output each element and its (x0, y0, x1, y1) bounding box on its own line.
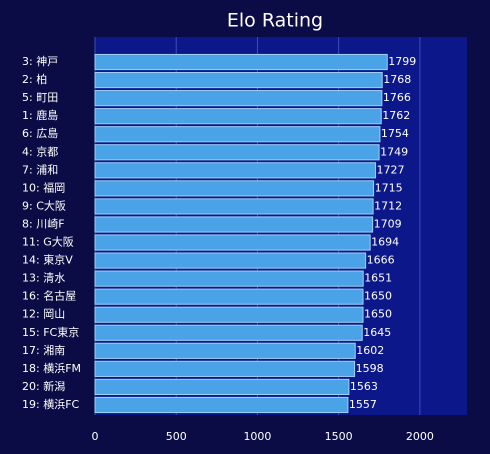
bar (94, 306, 364, 323)
bar (94, 216, 374, 233)
bar (94, 324, 363, 341)
bar (94, 162, 377, 179)
value-label: 1727 (377, 163, 405, 176)
bar (94, 396, 349, 414)
bar (94, 342, 356, 359)
y-tick-label: 2: 柏 (22, 72, 47, 86)
value-label: 1650 (364, 308, 392, 321)
bar (94, 198, 374, 215)
chart-title: Elo Rating (227, 10, 323, 32)
bar (94, 378, 350, 396)
bar (94, 234, 371, 251)
bar (94, 180, 375, 197)
y-tick-label: 16: 名古屋 (22, 289, 76, 303)
value-label: 1563 (350, 380, 378, 393)
x-tick-label: 1000 (243, 430, 271, 443)
x-tick-label: 0 (92, 430, 99, 443)
y-tick-label: 1: 鹿島 (22, 108, 58, 122)
value-label: 1754 (381, 127, 409, 140)
y-tick-label: 8: 川崎F (22, 216, 65, 230)
value-label: 1709 (374, 217, 402, 230)
y-tick-label: 14: 東京V (22, 253, 73, 267)
y-tick-label: 10: 福岡 (22, 180, 65, 194)
bar (94, 144, 380, 161)
y-tick-label: 3: 神戸 (22, 54, 58, 68)
value-label: 1557 (349, 398, 377, 411)
y-tick-label: 15: FC東京 (22, 325, 79, 339)
value-label: 1598 (356, 362, 384, 375)
y-tick-label: 17: 湘南 (22, 343, 65, 357)
value-label: 1602 (356, 344, 384, 357)
value-label: 1712 (374, 199, 402, 212)
value-label: 1766 (383, 91, 411, 104)
y-tick-label: 6: 広島 (22, 126, 58, 140)
y-tick-label: 20: 新潟 (22, 379, 65, 393)
bar (94, 270, 364, 287)
value-label: 1645 (363, 326, 391, 339)
value-label: 1694 (371, 236, 399, 249)
bar (94, 53, 388, 71)
y-tick-label: 12: 岡山 (22, 308, 65, 321)
value-label: 1650 (364, 290, 392, 303)
x-tick-label: 500 (166, 430, 187, 443)
value-label: 1715 (375, 181, 403, 194)
bar (94, 108, 382, 125)
x-tick-label: 2000 (406, 430, 434, 443)
y-tick-label: 19: 横浜FC (22, 397, 80, 411)
y-tick-label: 7: 浦和 (22, 163, 58, 176)
bar (94, 90, 383, 107)
bar (94, 252, 367, 269)
y-tick-label: 4: 京都 (22, 144, 58, 158)
value-label: 1799 (388, 55, 416, 68)
y-tick-label: 13: 清水 (22, 272, 65, 285)
bar (94, 288, 364, 305)
bar (94, 360, 356, 377)
value-label: 1768 (383, 73, 411, 86)
y-tick-label: 18: 横浜FM (22, 361, 81, 375)
value-label: 1762 (382, 109, 410, 122)
y-tick-label: 5: 町田 (22, 91, 58, 104)
value-label: 1749 (380, 145, 408, 158)
value-label: 1651 (364, 272, 392, 285)
x-tick-label: 1500 (325, 430, 353, 443)
value-label: 1666 (367, 254, 395, 267)
y-tick-label: 9: C大阪 (22, 198, 66, 212)
bar (94, 71, 383, 89)
y-tick-label: 11: G大阪 (22, 235, 74, 249)
bar (94, 126, 381, 143)
